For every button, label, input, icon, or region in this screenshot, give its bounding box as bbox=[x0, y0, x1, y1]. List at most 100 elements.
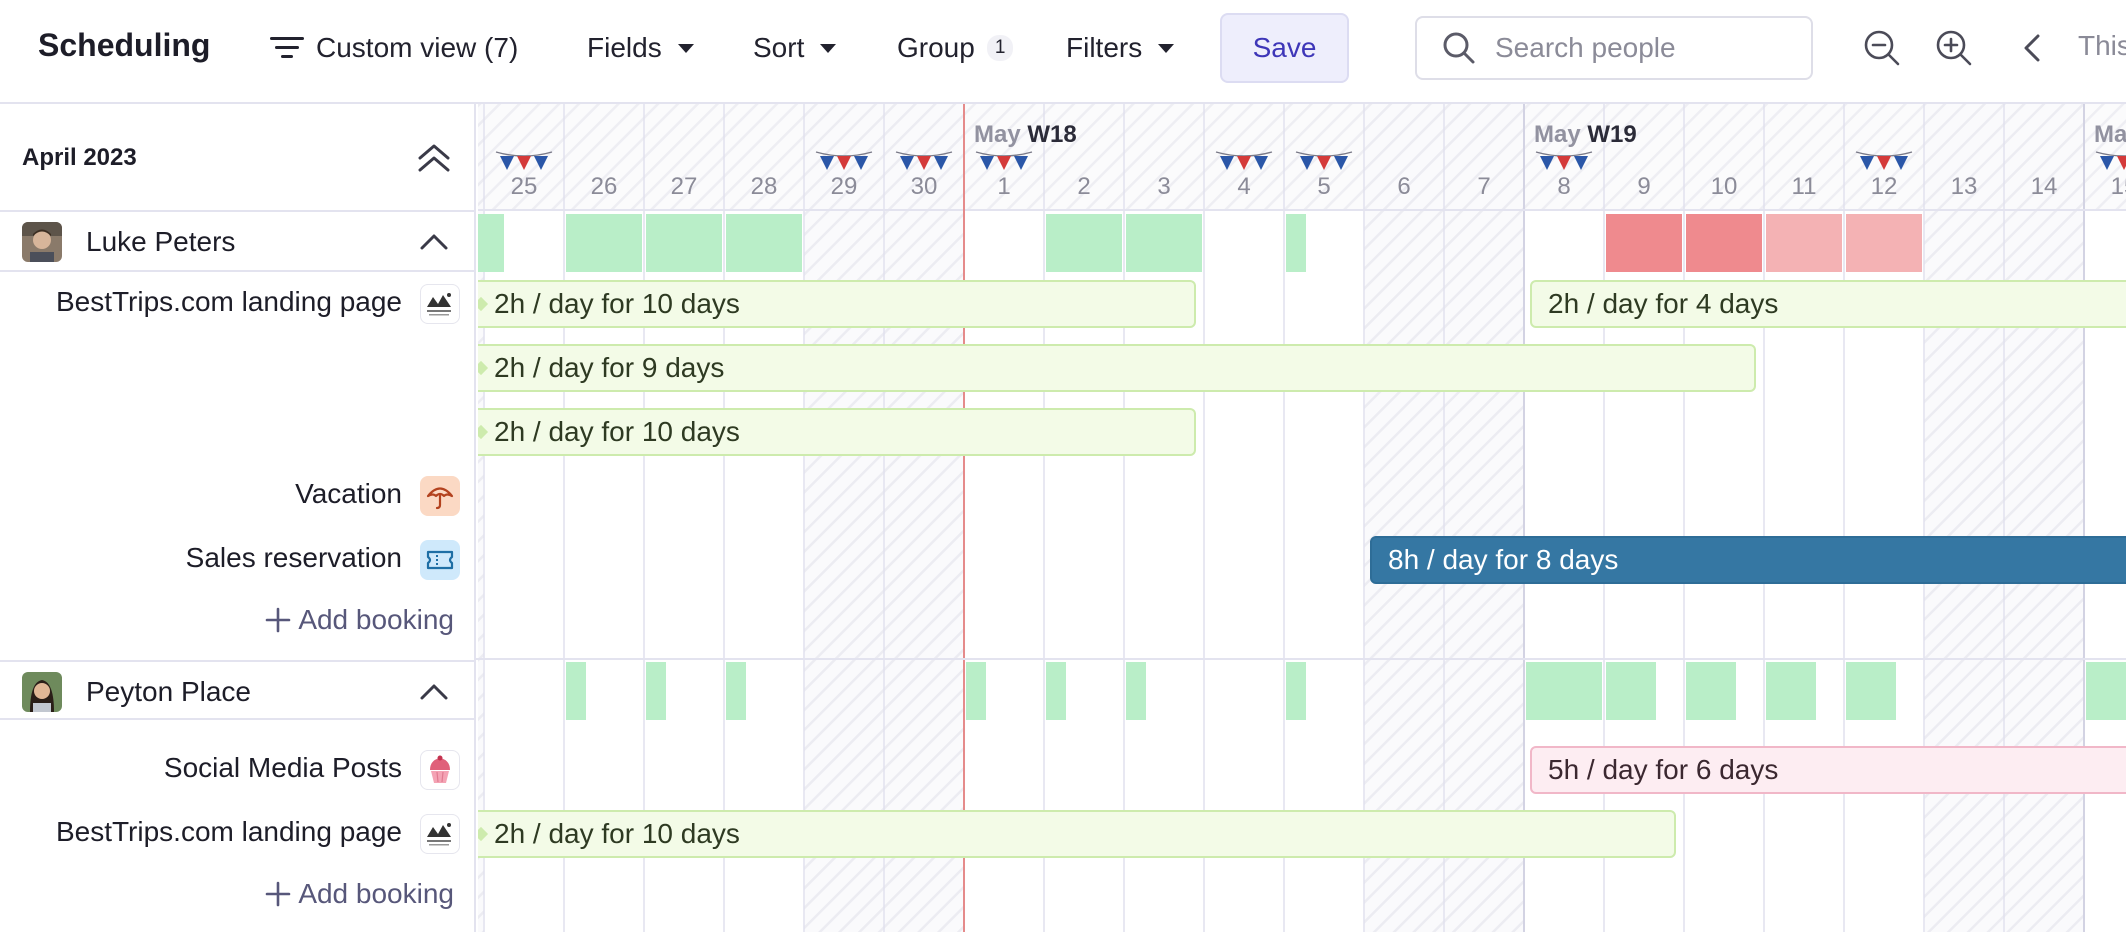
day-number: 13 bbox=[1951, 173, 1978, 200]
this-period-button[interactable]: This bbox=[2078, 30, 2126, 61]
capacity-cell bbox=[726, 214, 802, 272]
filters-button[interactable]: Filters bbox=[1066, 24, 1175, 72]
day-number: 6 bbox=[1397, 173, 1410, 200]
person-row-luke-peters[interactable]: Luke Peters bbox=[0, 212, 476, 272]
search-icon bbox=[1443, 32, 1475, 64]
week-header: May W19 bbox=[1534, 121, 1637, 148]
zoom-in-icon bbox=[1936, 30, 1972, 66]
capacity-cell bbox=[1766, 662, 1816, 720]
group-button[interactable]: Group 1 bbox=[897, 24, 1014, 72]
booking-bar[interactable]: 2h / day for 10 days bbox=[478, 408, 1196, 456]
besttrips-logo-icon bbox=[420, 284, 460, 324]
capacity-cell bbox=[646, 662, 666, 720]
capacity-cell bbox=[1126, 214, 1202, 272]
custom-view-label: Custom view (7) bbox=[316, 32, 519, 63]
chevron-down-icon bbox=[677, 43, 694, 53]
day-number: 1 bbox=[997, 173, 1010, 200]
day-number: 4 bbox=[1237, 173, 1250, 200]
sort-button[interactable]: Sort bbox=[753, 24, 837, 72]
save-button[interactable]: Save bbox=[1220, 13, 1349, 83]
day-number: 7 bbox=[1477, 173, 1490, 200]
booking-bar[interactable]: 5h / day for 6 days bbox=[1530, 746, 2126, 794]
weekend-column bbox=[1444, 104, 1524, 932]
day-number: 11 bbox=[1792, 173, 1817, 200]
cupcake-icon bbox=[420, 750, 460, 790]
capacity-cell bbox=[966, 662, 986, 720]
capacity-cell bbox=[1286, 214, 1306, 272]
project-label: Social Media Posts bbox=[163, 752, 402, 783]
app-title: Scheduling bbox=[38, 27, 211, 63]
sort-label: Sort bbox=[753, 32, 805, 63]
add-booking-label: Add booking bbox=[298, 604, 454, 635]
day-number: 25 bbox=[511, 173, 538, 200]
capacity-cell bbox=[726, 662, 746, 720]
holiday-flag-icon bbox=[495, 151, 553, 170]
capacity-cell bbox=[1686, 214, 1762, 272]
add-booking-label: Add booking bbox=[298, 878, 454, 909]
toolbar: Scheduling Custom view (7) Fields Sort G… bbox=[0, 0, 2126, 104]
capacity-cell bbox=[1126, 662, 1146, 720]
capacity-cell bbox=[646, 214, 722, 272]
fields-button[interactable]: Fields bbox=[587, 24, 694, 72]
week-header: May W20 bbox=[2094, 121, 2126, 148]
day-number: 3 bbox=[1157, 173, 1170, 200]
day-number: 14 bbox=[2031, 173, 2058, 200]
continues-left-icon bbox=[478, 296, 489, 312]
add-booking-button[interactable]: Add booking bbox=[264, 604, 454, 636]
besttrips-logo-icon bbox=[420, 814, 460, 854]
day-number: 8 bbox=[1557, 173, 1570, 200]
holiday-flag-icon bbox=[1295, 151, 1353, 170]
add-booking-button[interactable]: Add booking bbox=[264, 878, 454, 910]
people-panel: April 2023 Luke Peters BestTrips.com lan… bbox=[0, 104, 476, 932]
previous-period-button[interactable] bbox=[2012, 28, 2052, 68]
person-divider bbox=[476, 658, 2126, 660]
ticket-icon bbox=[420, 540, 460, 580]
zoom-in-button[interactable] bbox=[1934, 28, 1974, 68]
day-number: 2 bbox=[1077, 173, 1090, 200]
chevron-left-icon bbox=[2024, 34, 2040, 62]
project-label: BestTrips.com landing page bbox=[55, 286, 402, 317]
booking-bar[interactable]: 8h / day for 8 days bbox=[1370, 536, 2126, 584]
plus-icon bbox=[266, 881, 291, 907]
plus-icon bbox=[266, 607, 291, 633]
holiday-flag-icon bbox=[1215, 151, 1273, 170]
chevron-down-icon bbox=[1158, 43, 1175, 53]
capacity-cell bbox=[1606, 662, 1656, 720]
day-number: 15 bbox=[2111, 173, 2126, 200]
capacity-cell bbox=[1046, 214, 1122, 272]
custom-view-button[interactable]: Custom view (7) bbox=[270, 24, 518, 72]
holiday-flag-icon bbox=[1855, 151, 1913, 170]
holiday-flag-icon bbox=[975, 151, 1033, 170]
avatar bbox=[22, 672, 62, 712]
chevron-up-icon[interactable] bbox=[418, 228, 450, 256]
day-number: 28 bbox=[751, 173, 778, 200]
holiday-flag-icon bbox=[2095, 151, 2126, 170]
weekend-column bbox=[884, 104, 964, 932]
search-box[interactable] bbox=[1415, 16, 1813, 80]
group-count-badge: 1 bbox=[986, 35, 1014, 61]
project-label: BestTrips.com landing page bbox=[55, 816, 402, 847]
person-name: Luke Peters bbox=[86, 226, 236, 257]
zoom-out-button[interactable] bbox=[1862, 28, 1902, 68]
capacity-cell bbox=[1686, 662, 1736, 720]
booking-bar[interactable]: 2h / day for 10 days bbox=[478, 280, 1196, 328]
day-number: 30 bbox=[911, 173, 938, 200]
capacity-cell bbox=[1526, 662, 1602, 720]
booking-bar[interactable]: 2h / day for 9 days bbox=[478, 344, 1756, 392]
day-number: 26 bbox=[591, 173, 618, 200]
project-label: Sales reservation bbox=[185, 542, 402, 573]
day-number: 9 bbox=[1637, 173, 1650, 200]
capacity-cell bbox=[566, 214, 642, 272]
weekend-column bbox=[1924, 104, 2004, 932]
weekend-column bbox=[1364, 104, 1444, 932]
search-input[interactable] bbox=[1495, 32, 1795, 64]
day-number: 12 bbox=[1871, 173, 1898, 200]
person-row-peyton-place[interactable]: Peyton Place bbox=[0, 660, 476, 720]
collapse-all-icon[interactable] bbox=[414, 140, 454, 176]
chevron-up-icon[interactable] bbox=[418, 678, 450, 706]
booking-bar[interactable]: 2h / day for 4 days bbox=[1530, 280, 2126, 328]
capacity-cell bbox=[478, 214, 504, 272]
capacity-cell bbox=[1846, 662, 1896, 720]
booking-bar[interactable]: 2h / day for 10 days bbox=[478, 810, 1676, 858]
